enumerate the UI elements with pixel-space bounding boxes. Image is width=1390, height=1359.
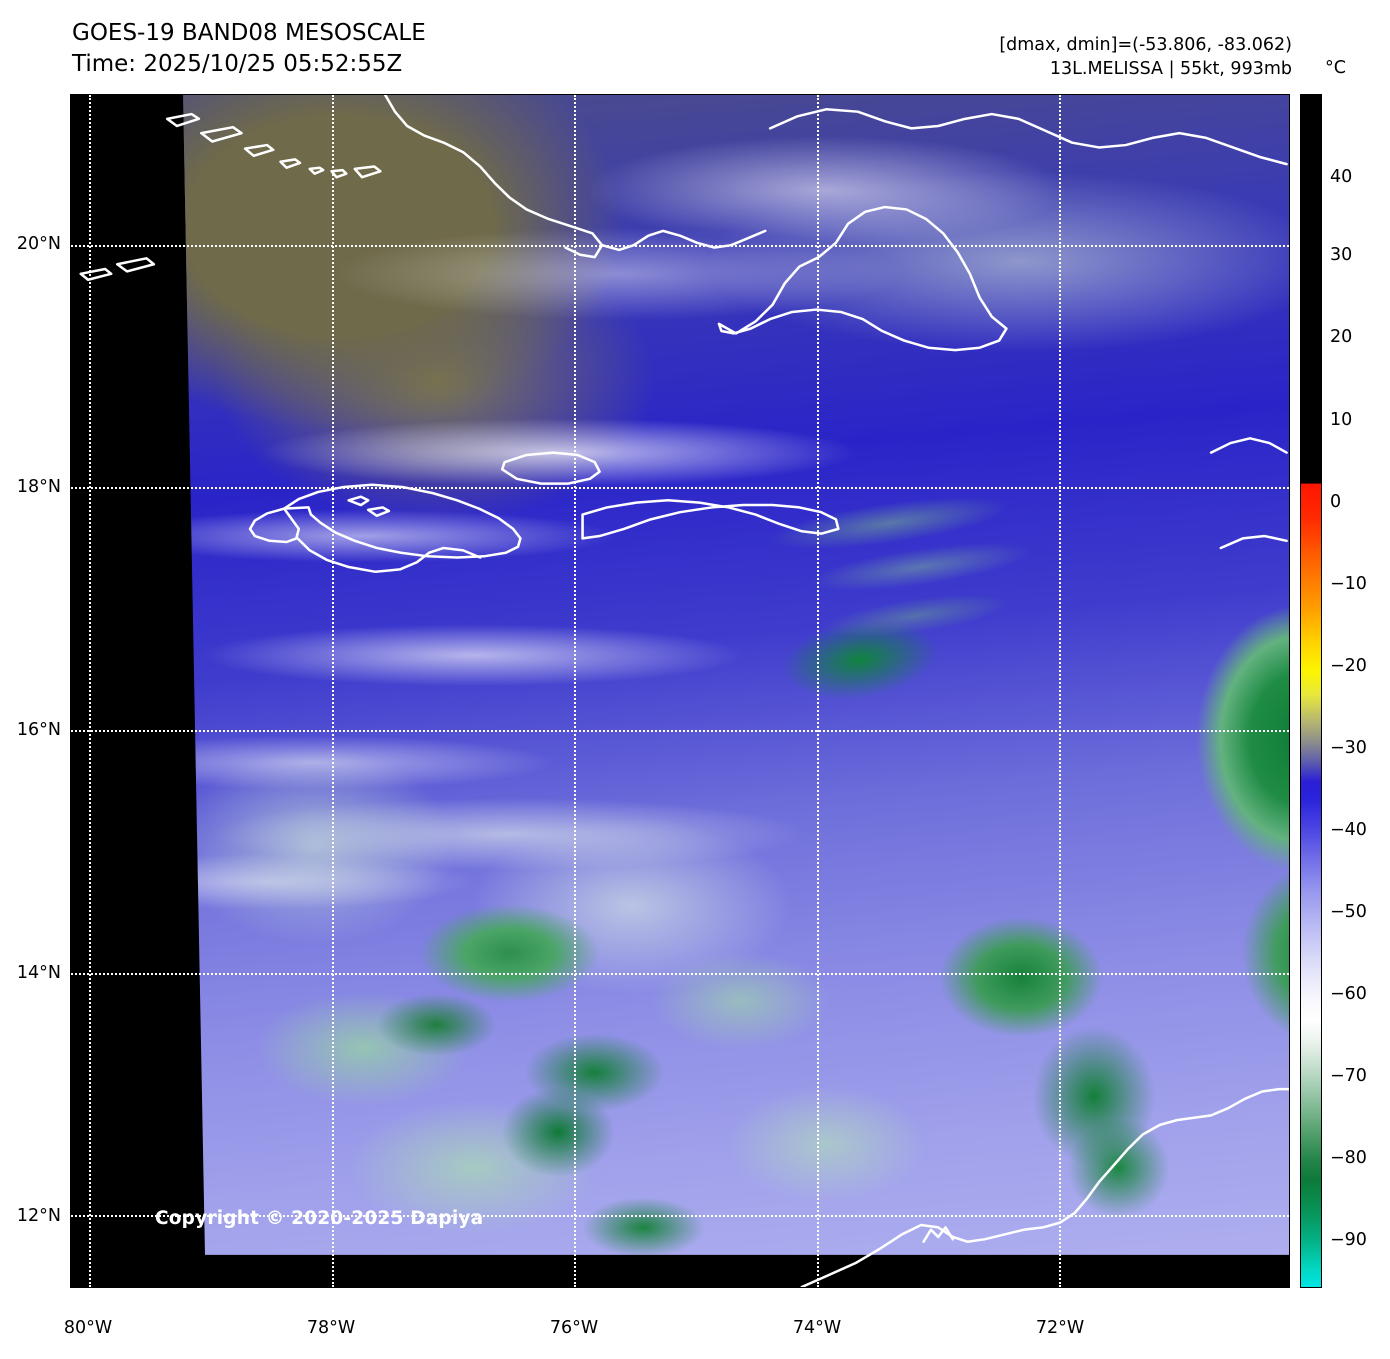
x-tick-78w: 78°W [306, 1318, 356, 1338]
jamaica-outline [248, 483, 522, 559]
bahamas-cay-4 [279, 158, 302, 169]
bahamas-cay-6 [330, 168, 348, 179]
y-tick-18n: 18°N [16, 477, 61, 497]
hispaniola-islet-2 [366, 506, 391, 518]
y-tick-20n: 20°N [16, 234, 61, 254]
header-right-block: [dmax, dmin]=(-53.806, -83.062) 13L.MELI… [999, 33, 1292, 81]
page-title: GOES-19 BAND08 MESOSCALE [72, 20, 426, 46]
cbar-tick-m70: −70 [1330, 1066, 1367, 1086]
x-tick-76w: 76°W [549, 1318, 599, 1338]
haiti-outline [717, 205, 1008, 352]
hispaniola-islet-1 [347, 495, 370, 507]
east-island-coast [1209, 437, 1288, 454]
colombia-inland-detail [922, 1226, 955, 1243]
gridline-lat-12n [71, 1215, 1289, 1218]
cbar-tick-m40: −40 [1330, 820, 1367, 840]
cuba-south-coast [383, 95, 604, 259]
cbar-tick-m90: −90 [1330, 1230, 1367, 1250]
south-america-coast [800, 1087, 1289, 1287]
gridline-lon-80w [89, 95, 92, 1287]
east-island-coast-2 [1219, 534, 1288, 550]
bahamas-cay-8 [79, 267, 113, 282]
cbar-tick-0: 0 [1330, 492, 1342, 512]
gridline-lon-74w [816, 95, 819, 1287]
hispaniola-lake [500, 451, 601, 485]
colorbar-unit-label: °C [1325, 58, 1346, 78]
bahamas-cay-1 [165, 112, 201, 128]
hispaniola-north-coast [768, 108, 1288, 166]
y-tick-12n: 12°N [16, 1206, 61, 1226]
cbar-tick-m10: −10 [1330, 574, 1367, 594]
y-tick-16n: 16°N [16, 720, 61, 740]
bahamas-cay-2 [200, 125, 243, 143]
cbar-tick-30: 30 [1330, 245, 1353, 265]
mesoscale-data-sector [183, 95, 1289, 1255]
gridline-lat-14n [71, 972, 1289, 975]
gridline-lon-72w [1059, 95, 1062, 1287]
cbar-tick-m50: −50 [1330, 902, 1367, 922]
cbar-tick-m20: −20 [1330, 656, 1367, 676]
cbar-tick-20: 20 [1330, 327, 1353, 347]
cbar-tick-m80: −80 [1330, 1148, 1367, 1168]
bahamas-cay-7 [353, 165, 382, 179]
copyright-label: Copyright © 2020-2025 Dapiya [155, 1208, 484, 1229]
cbar-tick-10: 10 [1330, 410, 1353, 430]
cbar-tick-m30: −30 [1330, 738, 1367, 758]
bahamas-cay-3 [243, 143, 275, 158]
gridline-lon-78w [331, 95, 334, 1287]
bahamas-cay-5 [308, 166, 325, 175]
temperature-colorbar[interactable] [1300, 94, 1322, 1288]
cbar-tick-40: 40 [1330, 167, 1353, 187]
x-tick-74w: 74°W [792, 1318, 842, 1338]
bahamas-cay-9 [116, 257, 156, 273]
timestamp-label: Time: 2025/10/25 05:52:55Z [72, 51, 403, 77]
x-tick-80w: 80°W [63, 1318, 113, 1338]
jamaica-south-detail [296, 537, 482, 574]
gridline-lon-76w [574, 95, 577, 1287]
hispaniola-south-peninsula [581, 499, 840, 540]
dmax-dmin-label: [dmax, dmin]=(-53.806, -83.062) [999, 35, 1292, 55]
satellite-image-plot[interactable]: Copyright © 2020-2025 Dapiya [70, 94, 1290, 1288]
gridline-lat-20n [71, 244, 1289, 247]
cbar-tick-m60: −60 [1330, 984, 1367, 1004]
cuba-south-coast-2 [600, 229, 767, 252]
gridline-lat-18n [71, 487, 1289, 490]
x-tick-72w: 72°W [1035, 1318, 1085, 1338]
coastline-overlay [79, 95, 1289, 1287]
gridline-lat-16n [71, 729, 1289, 732]
header-left-block: GOES-19 BAND08 MESOSCALE Time: 2025/10/2… [72, 18, 426, 80]
y-tick-14n: 14°N [16, 963, 61, 983]
storm-info-label: 13L.MELISSA | 55kt, 993mb [1049, 59, 1292, 79]
